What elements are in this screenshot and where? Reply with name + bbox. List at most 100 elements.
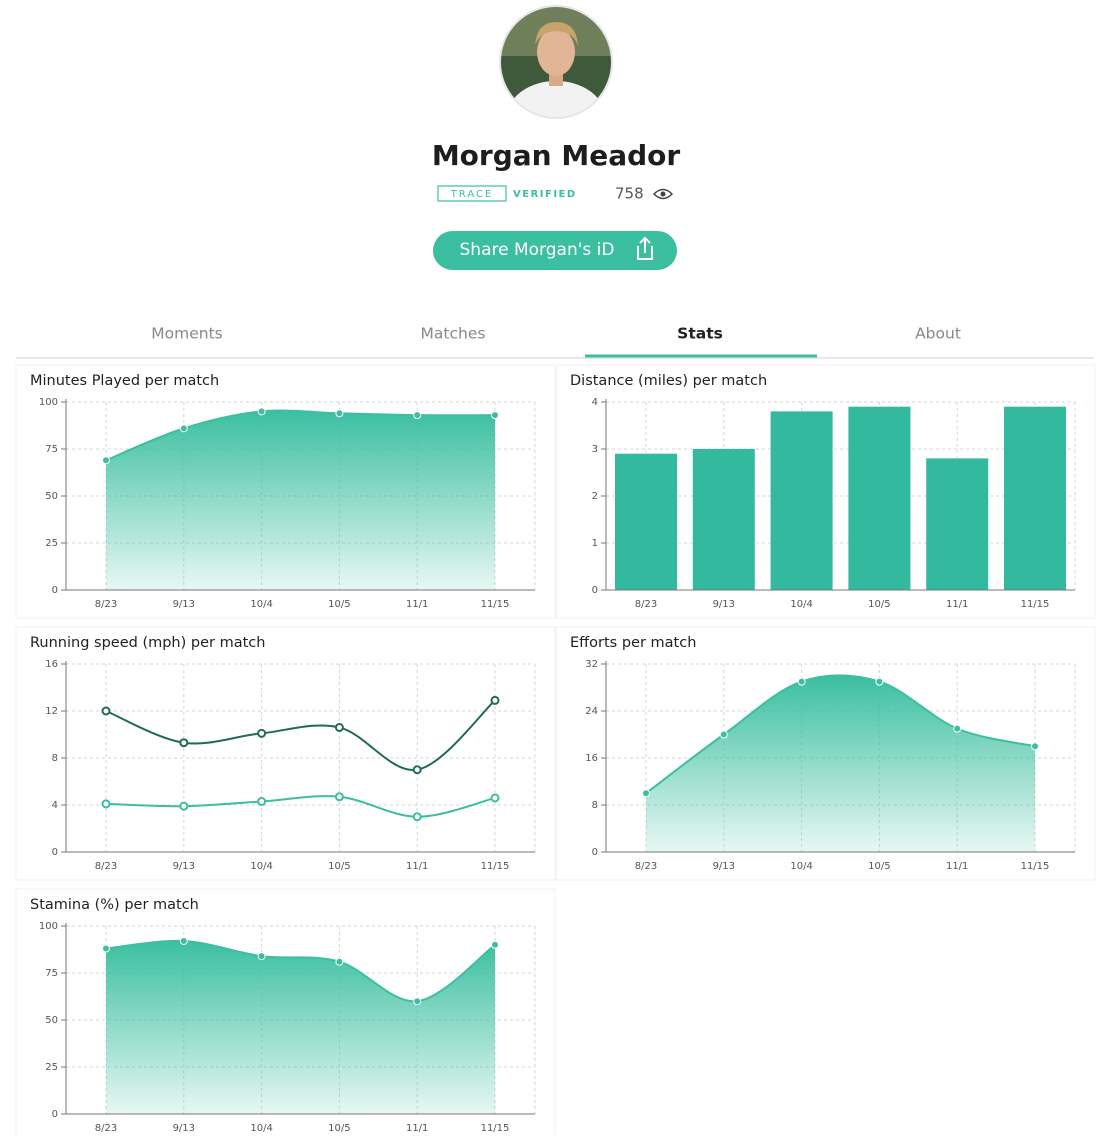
y-tick-label: 16: [585, 753, 598, 764]
point: [414, 412, 421, 419]
x-tick-label: 10/4: [790, 599, 812, 610]
tab[interactable]: Moments: [151, 325, 222, 343]
x-tick-label: 11/1: [406, 1123, 428, 1134]
chart-panel: Running speed (mph) per match04812168/23…: [16, 627, 555, 880]
point: [258, 798, 265, 805]
y-tick-label: 4: [592, 397, 598, 408]
eye-icon: [654, 190, 672, 199]
chart-title: Distance (miles) per match: [570, 373, 767, 389]
x-tick-label: 8/23: [635, 599, 657, 610]
area: [106, 411, 495, 590]
x-tick-label: 9/13: [713, 861, 735, 872]
tab[interactable]: About: [915, 325, 961, 343]
point: [492, 412, 499, 419]
x-tick-label: 11/15: [1021, 861, 1050, 872]
line: [106, 796, 495, 817]
point: [180, 803, 187, 810]
chart-title: Stamina (%) per match: [30, 897, 199, 913]
point: [103, 708, 110, 715]
profile-page: Morgan Meador TRACE VERIFIED 758 Share M…: [0, 0, 1099, 1135]
y-tick-label: 0: [592, 847, 598, 858]
point: [414, 813, 421, 820]
point: [180, 938, 187, 945]
point: [798, 678, 805, 685]
x-tick-label: 11/15: [481, 599, 510, 610]
point: [876, 678, 883, 685]
y-tick-label: 0: [52, 847, 58, 858]
x-tick-label: 9/13: [173, 599, 195, 610]
x-tick-label: 10/4: [250, 861, 272, 872]
point: [720, 731, 727, 738]
bar: [926, 458, 988, 590]
y-tick-label: 50: [45, 1015, 58, 1026]
tab[interactable]: Matches: [421, 325, 486, 343]
y-tick-label: 8: [52, 753, 58, 764]
x-tick-label: 10/4: [250, 599, 272, 610]
y-tick-label: 4: [52, 800, 58, 811]
y-tick-label: 2: [592, 491, 598, 502]
y-tick-label: 32: [585, 659, 598, 670]
x-tick-label: 10/5: [328, 599, 350, 610]
x-tick-label: 10/4: [790, 861, 812, 872]
share-button-label[interactable]: Share Morgan's iD: [460, 240, 615, 260]
x-tick-label: 11/1: [406, 861, 428, 872]
x-tick-label: 11/1: [946, 599, 968, 610]
y-tick-label: 100: [39, 921, 58, 932]
x-tick-label: 9/13: [173, 1123, 195, 1134]
point: [336, 958, 343, 965]
point: [258, 953, 265, 960]
point: [258, 730, 265, 737]
x-tick-label: 10/5: [328, 1123, 350, 1134]
y-tick-label: 100: [39, 397, 58, 408]
panel-frame: [16, 627, 555, 880]
point: [180, 739, 187, 746]
x-tick-label: 8/23: [95, 599, 117, 610]
point: [1032, 743, 1039, 750]
x-tick-label: 10/5: [328, 861, 350, 872]
point: [103, 800, 110, 807]
x-tick-label: 10/5: [868, 599, 890, 610]
chart-title: Running speed (mph) per match: [30, 635, 265, 651]
x-tick-label: 8/23: [95, 1123, 117, 1134]
point: [492, 794, 499, 801]
bar: [848, 407, 910, 590]
y-tick-label: 0: [52, 585, 58, 596]
point: [103, 945, 110, 952]
area: [106, 941, 495, 1114]
bar: [1004, 407, 1066, 590]
y-tick-label: 24: [585, 706, 598, 717]
chart-panel: Distance (miles) per match 0 1 2 3 4 8/23 9/13 1…: [556, 365, 1095, 618]
bar: [615, 454, 677, 590]
view-count: 758: [615, 185, 644, 203]
y-tick-label: 0: [592, 585, 598, 596]
y-tick-label: 25: [45, 538, 58, 549]
x-tick-label: 9/13: [173, 861, 195, 872]
y-tick-label: 3: [592, 444, 598, 455]
x-tick-label: 11/15: [1021, 599, 1050, 610]
point: [414, 998, 421, 1005]
player-name: Morgan Meador: [432, 139, 681, 172]
x-tick-label: 9/13: [713, 599, 735, 610]
x-tick-label: 10/5: [868, 861, 890, 872]
point: [492, 697, 499, 704]
point: [954, 725, 961, 732]
tab-active[interactable]: Stats: [677, 325, 723, 343]
y-tick-label: 75: [45, 444, 58, 455]
x-tick-label: 10/4: [250, 1123, 272, 1134]
y-tick-label: 25: [45, 1062, 58, 1073]
chart-panel: Minutes Played per match02550751008/239/…: [16, 365, 555, 618]
badge-brand: TRACE: [450, 189, 494, 200]
x-tick-label: 11/1: [946, 861, 968, 872]
x-tick-label: 8/23: [635, 861, 657, 872]
chart-title: Efforts per match: [570, 635, 696, 651]
point: [643, 790, 650, 797]
page: { "profile": { "name": "Morgan Meador", …: [0, 0, 1099, 1135]
x-tick-label: 8/23: [95, 861, 117, 872]
share-button[interactable]: Share Morgan's iD: [433, 231, 677, 270]
y-tick-label: 1: [592, 538, 598, 549]
badge-status: VERIFIED: [513, 189, 577, 200]
x-tick-label: 11/1: [406, 599, 428, 610]
point: [103, 457, 110, 464]
y-tick-label: 75: [45, 968, 58, 979]
